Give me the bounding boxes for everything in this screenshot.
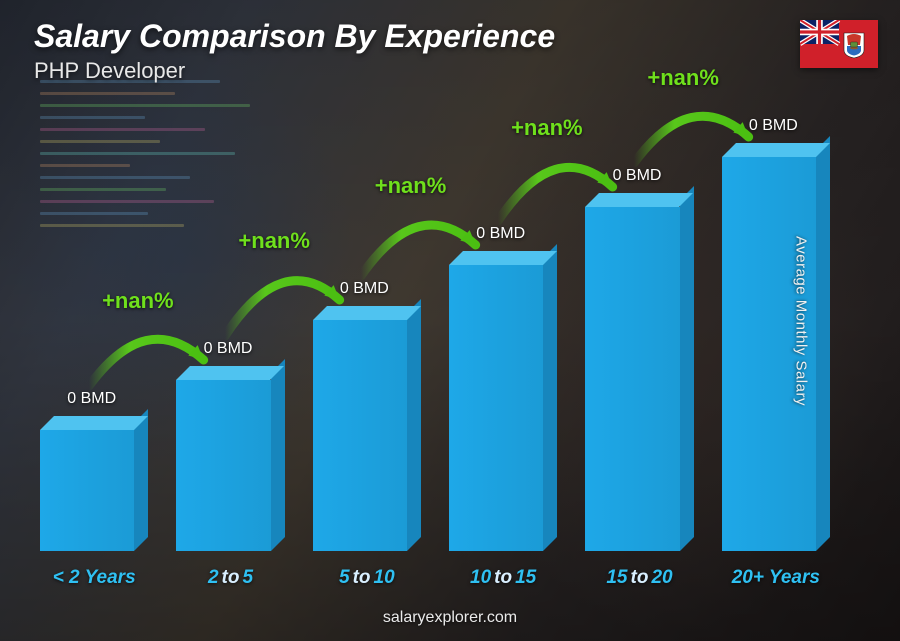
- bar-value-label: 0 BMD: [67, 390, 116, 408]
- x-axis-category: 2to5: [176, 567, 284, 589]
- bar: [313, 306, 421, 551]
- bar-value-label: 0 BMD: [613, 167, 662, 185]
- x-axis-category: 20+ Years: [722, 567, 830, 589]
- bar: [40, 416, 148, 551]
- bar-slot: 0 BMD: [585, 193, 693, 551]
- percent-increase-label: +nan%: [238, 228, 310, 254]
- bar-value-label: 0 BMD: [476, 225, 525, 243]
- chart-subtitle: PHP Developer: [34, 58, 185, 84]
- bar-slot: 0 BMD: [722, 143, 830, 551]
- bar-slot: 0 BMD: [40, 416, 148, 551]
- bar-slot: 0 BMD: [449, 251, 557, 551]
- bars-container: 0 BMD 0 BMD 0 BMD 0 BMD 0 BMD 0 BMD: [40, 100, 830, 551]
- percent-increase-label: +nan%: [647, 65, 719, 91]
- x-axis-labels: < 2 Years 2to5 5to10 10to15 15to20 20+ Years: [40, 567, 830, 589]
- chart-area: 0 BMD 0 BMD 0 BMD 0 BMD 0 BMD 0 BMD +nan% +nan…: [40, 100, 830, 551]
- bar: [449, 251, 557, 551]
- bar-slot: 0 BMD: [176, 366, 284, 551]
- country-flag-icon: [800, 20, 878, 68]
- bar-value-label: 0 BMD: [204, 340, 253, 358]
- bar: [585, 193, 693, 551]
- bar-value-label: 0 BMD: [340, 280, 389, 298]
- x-axis-category: < 2 Years: [40, 567, 148, 589]
- infographic-canvas: Salary Comparison By Experience PHP Deve…: [0, 0, 900, 641]
- x-axis-category: 10to15: [449, 567, 557, 589]
- x-axis-category: 15to20: [585, 567, 693, 589]
- bar: [176, 366, 284, 551]
- bar-value-label: 0 BMD: [749, 117, 798, 135]
- y-axis-label: Average Monthly Salary: [793, 236, 810, 406]
- chart-title: Salary Comparison By Experience: [34, 18, 555, 55]
- percent-increase-label: +nan%: [375, 173, 447, 199]
- percent-increase-label: +nan%: [102, 288, 174, 314]
- footer-attribution: salaryexplorer.com: [0, 609, 900, 627]
- bar: [722, 143, 830, 551]
- percent-increase-label: +nan%: [511, 115, 583, 141]
- bar-slot: 0 BMD: [313, 306, 421, 551]
- x-axis-category: 5to10: [313, 567, 421, 589]
